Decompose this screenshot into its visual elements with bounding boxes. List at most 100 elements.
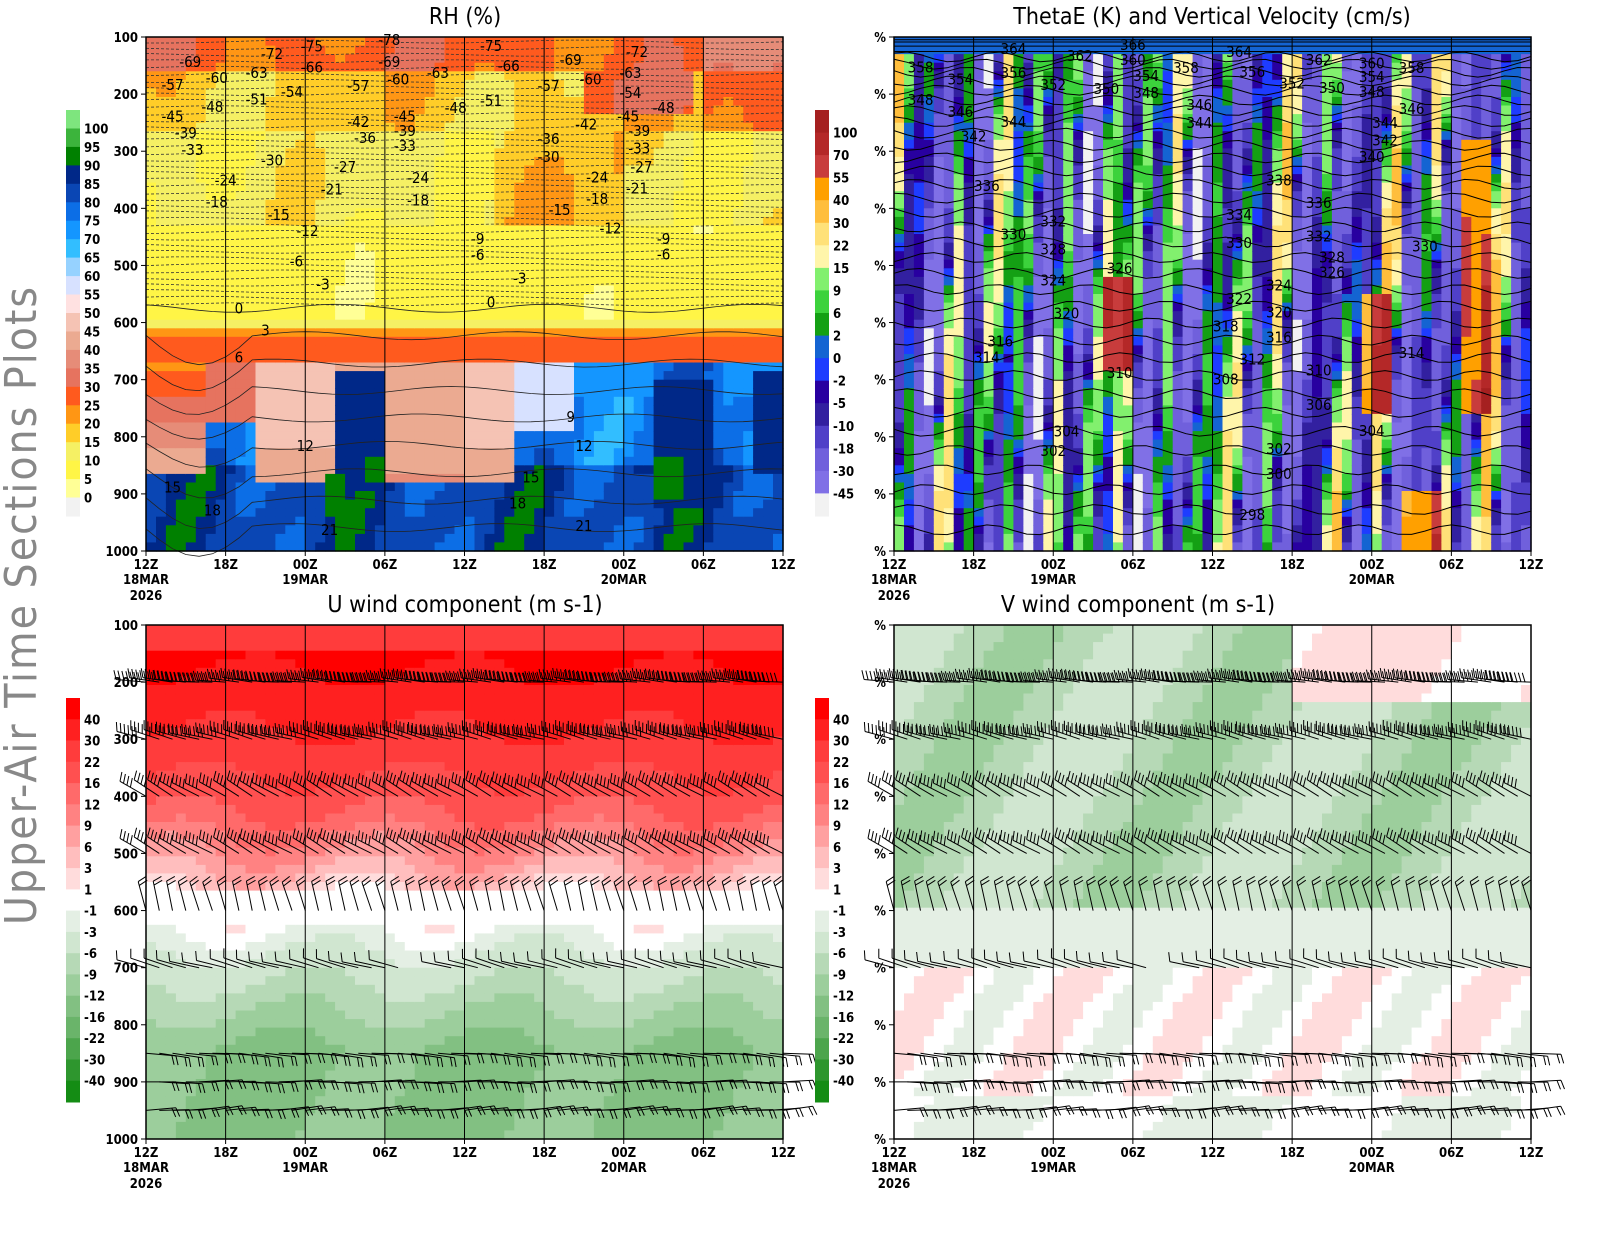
field-cell (544, 517, 555, 526)
field-cell (445, 345, 456, 354)
field-cell (544, 191, 555, 200)
field-cell (674, 405, 685, 414)
field-cell (186, 37, 197, 46)
field-cell (275, 285, 286, 294)
field-cell (743, 234, 754, 243)
field-cell (723, 363, 734, 372)
field-cell (275, 320, 286, 329)
y-tick-label: 400 (114, 202, 138, 217)
field-cell (206, 140, 217, 149)
field-cell (763, 354, 774, 363)
field-cell (624, 371, 635, 380)
field-cell (345, 405, 356, 414)
field-cell (265, 448, 276, 457)
field-cell (256, 508, 267, 517)
field-cell (484, 311, 495, 320)
field-cell (325, 320, 336, 329)
field-cell (554, 465, 565, 474)
field-cell (484, 457, 495, 466)
field-cell (534, 380, 545, 389)
field-cell (315, 431, 326, 440)
field-cell (435, 54, 446, 63)
field-cell (335, 337, 346, 346)
field-cell (654, 328, 665, 337)
field-cell (684, 345, 695, 354)
field-cell (524, 114, 535, 123)
field-cell (186, 208, 197, 217)
field-cell (405, 431, 416, 440)
field-cell (285, 474, 296, 483)
field-cell (614, 542, 625, 551)
colorbar-swatch (66, 387, 80, 406)
field-cell (265, 508, 276, 517)
field-cell (594, 54, 605, 63)
field-cell (713, 354, 724, 363)
field-cell (504, 88, 515, 97)
field-cell (216, 277, 227, 286)
field-cell (703, 483, 714, 492)
field-cell (644, 285, 655, 294)
field-cell (504, 431, 515, 440)
field-cell (514, 226, 525, 235)
field-cell (265, 268, 276, 277)
contour-label: -78 (378, 31, 400, 49)
field-cell (435, 294, 446, 303)
field-cell (534, 440, 545, 449)
field-cell (335, 277, 346, 286)
colorbar-swatch (66, 147, 80, 166)
field-cell (285, 243, 296, 252)
field-cell (196, 174, 207, 183)
field-cell (196, 88, 207, 97)
rh-colorbar: 1009590858075706560555045403530252015105… (66, 110, 108, 517)
field-cell (325, 80, 336, 89)
field-cell (375, 483, 386, 492)
field-cell (564, 534, 575, 543)
field-cell (524, 157, 535, 166)
field-cell (275, 397, 286, 406)
field-cell (435, 191, 446, 200)
field-cell (644, 268, 655, 277)
field-cell (534, 457, 545, 466)
field-cell (455, 345, 466, 354)
field-cell (246, 508, 257, 517)
field-cell (693, 251, 704, 260)
field-cell (465, 491, 476, 500)
contour-label: -12 (296, 222, 318, 240)
field-cell (355, 311, 366, 320)
contour-label: -18 (586, 190, 608, 208)
field-cell (763, 46, 774, 55)
field-cell (385, 534, 396, 543)
colorbar-swatch (66, 424, 80, 443)
field-cell (425, 328, 436, 337)
field-cell (206, 371, 217, 380)
field-cell (894, 123, 905, 132)
field-cell (206, 294, 217, 303)
field-cell (594, 457, 605, 466)
field-cell (236, 440, 247, 449)
field-cell (166, 46, 177, 55)
field-cell (594, 320, 605, 329)
field-cell (504, 345, 515, 354)
field-cell (753, 405, 764, 414)
contour-label: -3 (513, 270, 526, 288)
field-cell (275, 423, 286, 432)
field-cell (684, 37, 695, 46)
field-cell (226, 448, 237, 457)
field-cell (265, 131, 276, 140)
field-cell (256, 183, 267, 192)
field-cell (723, 483, 734, 492)
field-cell (475, 268, 486, 277)
field-cell (634, 508, 645, 517)
field-cell (385, 217, 396, 226)
field-cell (634, 483, 645, 492)
field-cell (395, 525, 406, 534)
field-cell (654, 148, 665, 157)
field-cell (763, 285, 774, 294)
field-cell (713, 483, 724, 492)
field-cell (216, 363, 227, 372)
field-cell (514, 97, 525, 106)
x-tick-label: 06Z (372, 558, 397, 573)
field-cell (574, 397, 585, 406)
field-cell (733, 148, 744, 157)
field-cell (465, 363, 476, 372)
